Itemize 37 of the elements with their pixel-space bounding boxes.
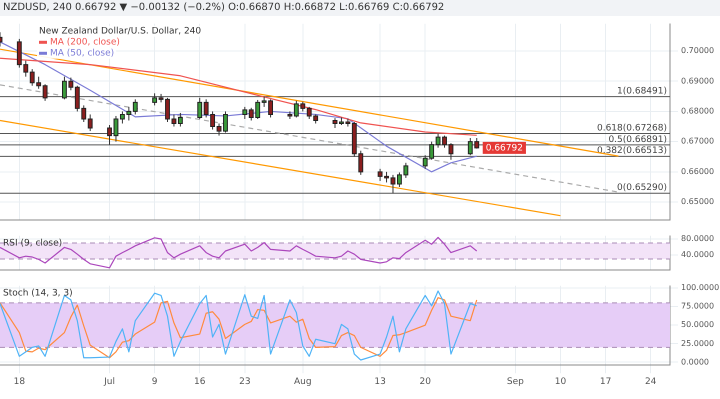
x-tick-label: 9 <box>152 376 158 387</box>
x-tick-label: Aug <box>294 376 312 387</box>
x-tick-label: 17 <box>600 376 612 387</box>
y-tick-label: 100.0000 <box>681 283 720 292</box>
legend-label: MA (200, close) <box>50 38 120 48</box>
x-tick-label: Sep <box>506 376 524 387</box>
x-tick-label: 10 <box>554 376 566 387</box>
y-tick-label: 25.0000 <box>681 338 714 348</box>
chart-title: RSI (9, close) <box>3 238 62 249</box>
x-tick-label: 23 <box>239 376 251 387</box>
y-tick-label: 0.66000 <box>681 166 714 176</box>
chart-title: NZDUSD, 240 0.66792 ▼ −0.00132 (−0.2%) O:0.66870 H:0.66872 L:0.66769 C:0.66792 <box>0 0 720 16</box>
annotation: 0.66792 <box>486 143 523 154</box>
chart-subtitle: New Zealand Dollar/U.S. Dollar, 240 <box>39 26 202 37</box>
chart-title: Stoch (14, 3, 3) <box>3 288 73 299</box>
y-tick-label: 0.69000 <box>681 76 714 86</box>
x-tick-label: 24 <box>644 376 657 387</box>
y-tick-label: 75.0000 <box>681 302 714 311</box>
y-tick-label: 0.68000 <box>681 106 714 116</box>
ref-line-label: 1(0.68491) <box>617 86 667 96</box>
y-tick-label: 0.67000 <box>681 136 714 146</box>
ref-line-label: 0.5(0.66891) <box>608 134 667 145</box>
y-tick-label: 50.0000 <box>681 320 714 330</box>
x-tick-label: 20 <box>419 376 432 387</box>
y-tick-label: 0.70000 <box>681 46 714 56</box>
ref-line-label: 0.618(0.67268) <box>596 123 667 134</box>
y-tick-label: 40.0000 <box>681 250 714 260</box>
ref-line-label: 0(0.65290) <box>617 183 667 194</box>
y-tick-label: 0.65000 <box>681 197 714 206</box>
x-tick-label: 16 <box>194 376 206 387</box>
x-tick-label: 13 <box>374 376 386 387</box>
legend-label: MA (50, close) <box>50 48 114 59</box>
ref-line-label: 0.382(0.66513) <box>596 146 667 156</box>
y-tick-label: 80.0000 <box>681 234 714 244</box>
y-tick-label: 0.0000 <box>681 357 709 366</box>
x-tick-label: Jul <box>103 376 115 387</box>
x-tick-label: 18 <box>14 376 26 387</box>
